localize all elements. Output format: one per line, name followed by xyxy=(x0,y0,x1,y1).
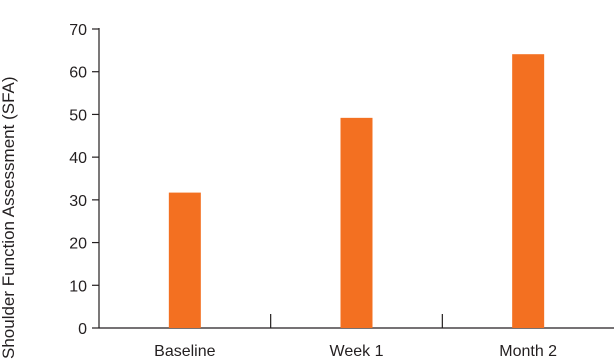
y-axis-title: Shoulder Function Assessment (SFA) xyxy=(0,76,18,359)
y-tick-label: 0 xyxy=(78,321,87,338)
y-tick-label: 70 xyxy=(69,22,87,39)
y-tick-label: 40 xyxy=(69,150,87,167)
bars xyxy=(168,54,545,329)
y-tick-label: 10 xyxy=(69,278,87,295)
bar-week-1 xyxy=(340,117,373,329)
x-tick-label: Month 2 xyxy=(499,343,557,360)
x-axis-ticks: Baseline Week 1 Month 2 xyxy=(154,314,557,360)
y-tick-label: 60 xyxy=(69,65,87,82)
y-tick-label: 50 xyxy=(69,107,87,124)
bar-baseline xyxy=(168,192,201,328)
y-tick-label: 20 xyxy=(69,236,87,253)
x-tick-label: Week 1 xyxy=(330,343,384,360)
y-axis-ticks: 0 10 20 30 40 50 60 70 xyxy=(69,22,99,338)
bar-month-2 xyxy=(512,54,545,329)
y-axis-title-group: Shoulder Function Assessment (SFA) xyxy=(0,76,18,359)
x-tick-label: Baseline xyxy=(154,343,215,360)
y-tick-label: 30 xyxy=(69,193,87,210)
